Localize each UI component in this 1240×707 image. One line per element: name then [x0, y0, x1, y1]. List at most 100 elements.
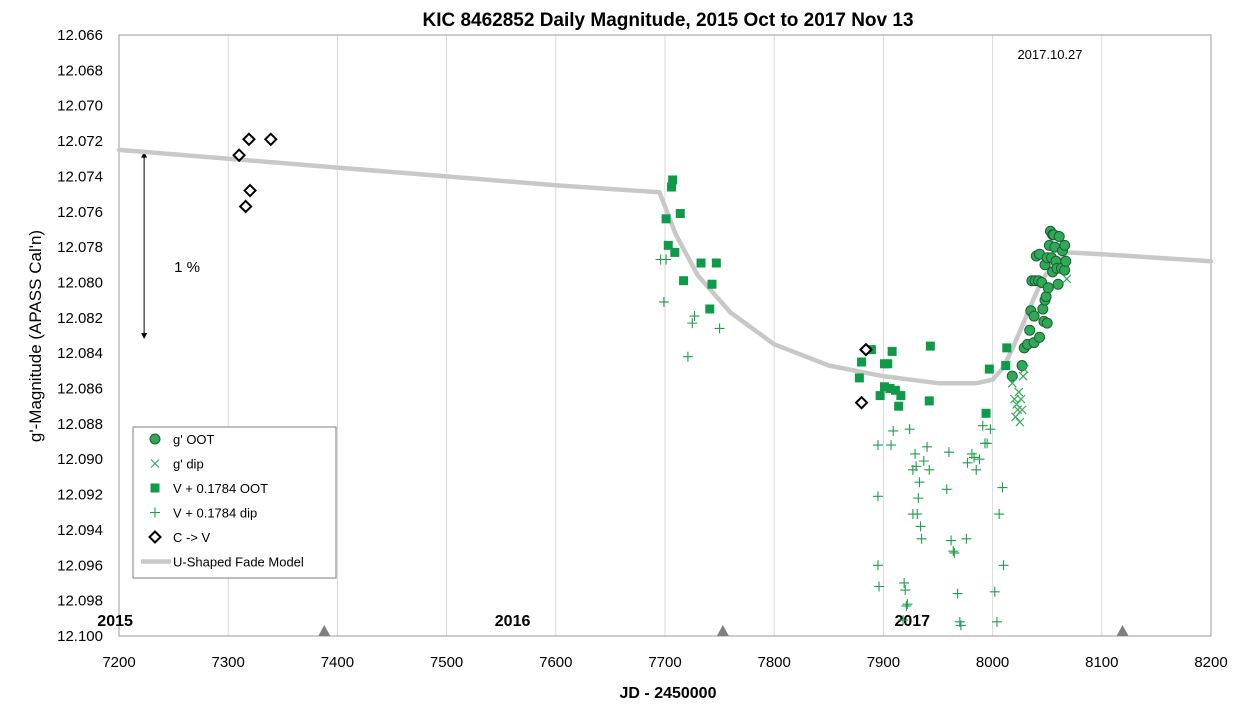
y-tick-label: 12.072 [57, 133, 103, 150]
data-point-x [1016, 394, 1026, 404]
data-point-x [1013, 405, 1023, 415]
legend-label: U-Shaped Fade Model [173, 555, 304, 570]
y-tick-label: 12.066 [57, 27, 103, 44]
data-point-plus [922, 441, 933, 452]
data-point-diamond [243, 183, 257, 198]
data-point-square [661, 214, 671, 224]
date-note: 2017.10.27 [1017, 47, 1082, 62]
data-point-diamond [238, 199, 253, 214]
data-point-plus [943, 447, 954, 458]
data-point-circle [1059, 239, 1071, 251]
data-point-plus [902, 599, 913, 610]
series-x [1007, 274, 1072, 427]
data-point-square [984, 364, 994, 374]
x-tick-label: 7700 [648, 654, 681, 671]
legend-box [132, 426, 337, 579]
data-point-plus [899, 577, 910, 588]
scale-bar-arrow-top [141, 151, 148, 158]
year-marker-triangle [318, 625, 331, 636]
data-point-plus [661, 254, 672, 265]
data-point-square [696, 258, 706, 268]
data-point-plus [658, 296, 669, 307]
chart-title: KIC 8462852 Daily Magnitude, 2015 Oct to… [422, 10, 913, 31]
data-point-plus [714, 323, 725, 334]
y-tick-label: 12.070 [57, 98, 103, 115]
legend-label: g' OOT [173, 432, 215, 447]
data-point-plus [874, 581, 885, 592]
data-point-plus [991, 616, 1002, 627]
year-label: 2017 [894, 613, 930, 630]
data-point-plus [904, 424, 915, 435]
data-point-diamond [854, 395, 869, 410]
data-point-plus [900, 585, 911, 596]
y-tick-label: 12.090 [57, 451, 103, 468]
data-point-x [1018, 371, 1028, 381]
series-diamond [232, 132, 873, 410]
data-point-plus [997, 482, 1008, 493]
legend-label: g' dip [173, 457, 204, 472]
data-point-x [1007, 378, 1017, 388]
data-point-plus [971, 464, 982, 475]
data-point-square [887, 346, 897, 356]
y-tick-label: 12.100 [57, 628, 103, 645]
plot-frame [118, 34, 1212, 637]
data-point-plus [989, 586, 1000, 597]
data-point-circle [1028, 310, 1040, 322]
y-axis-ticks: 12.066 12.068 12.070 12.072 12.074 12.076 12.0… [57, 27, 103, 645]
data-point-square [875, 391, 885, 401]
data-point-square [924, 396, 934, 406]
data-point-plus [886, 440, 897, 451]
data-point-square [707, 279, 717, 289]
data-point-plus [872, 560, 883, 571]
data-point-x [1011, 412, 1020, 422]
x-axis-ticks: 7200 7300 7400 7500 7600 7700 7800 7900 8000 8100… [102, 654, 1227, 671]
data-point-square [890, 385, 900, 395]
x-tick-label: 7300 [212, 654, 245, 671]
data-point-plus [898, 615, 909, 626]
series-layer [116, 132, 1214, 631]
data-point-diamond [232, 148, 247, 163]
x-tick-label: 7600 [539, 654, 572, 671]
y-tick-label: 12.082 [57, 310, 103, 327]
y-axis-title: g'-Magnitude (APASS Cal'n) [26, 230, 45, 442]
legend-swatch-x [150, 459, 160, 468]
data-point-plus [961, 533, 972, 544]
data-point-circle [1024, 324, 1036, 336]
series-square [661, 175, 1012, 418]
data-point-plus [913, 493, 924, 504]
x-tick-label: 7900 [867, 654, 900, 671]
data-point-plus [689, 311, 700, 322]
scale-bar [141, 151, 148, 340]
x-tick-label: 7400 [321, 654, 354, 671]
x-tick-label: 8200 [1194, 654, 1227, 671]
year-marker-triangle [1116, 625, 1129, 636]
data-point-plus [955, 620, 966, 631]
data-point-diamond [263, 132, 278, 147]
y-tick-label: 12.088 [57, 416, 103, 433]
data-point-plus [872, 440, 883, 451]
data-point-square [668, 175, 678, 185]
data-point-square [670, 247, 680, 257]
data-point-square [854, 373, 864, 383]
data-point-plus [952, 588, 963, 599]
series-plus [655, 254, 1009, 631]
data-point-plus [969, 452, 980, 463]
x-axis-title: JD - 2450000 [620, 685, 717, 702]
data-point-x [1010, 394, 1019, 404]
data-point-diamond [859, 342, 873, 357]
legend-swatch-square [150, 483, 160, 493]
data-point-circle [1016, 360, 1028, 372]
data-point-plus [911, 461, 922, 472]
x-tick-label: 8100 [1085, 654, 1118, 671]
data-point-circle [1052, 278, 1064, 290]
data-point-square [883, 359, 893, 369]
y-tick-label: 12.096 [57, 557, 103, 574]
data-point-x [1019, 364, 1029, 374]
data-point-square [705, 304, 715, 314]
series-circle [1006, 225, 1072, 382]
data-point-square [885, 384, 895, 394]
data-point-square [1002, 343, 1012, 353]
data-point-plus [687, 318, 698, 329]
